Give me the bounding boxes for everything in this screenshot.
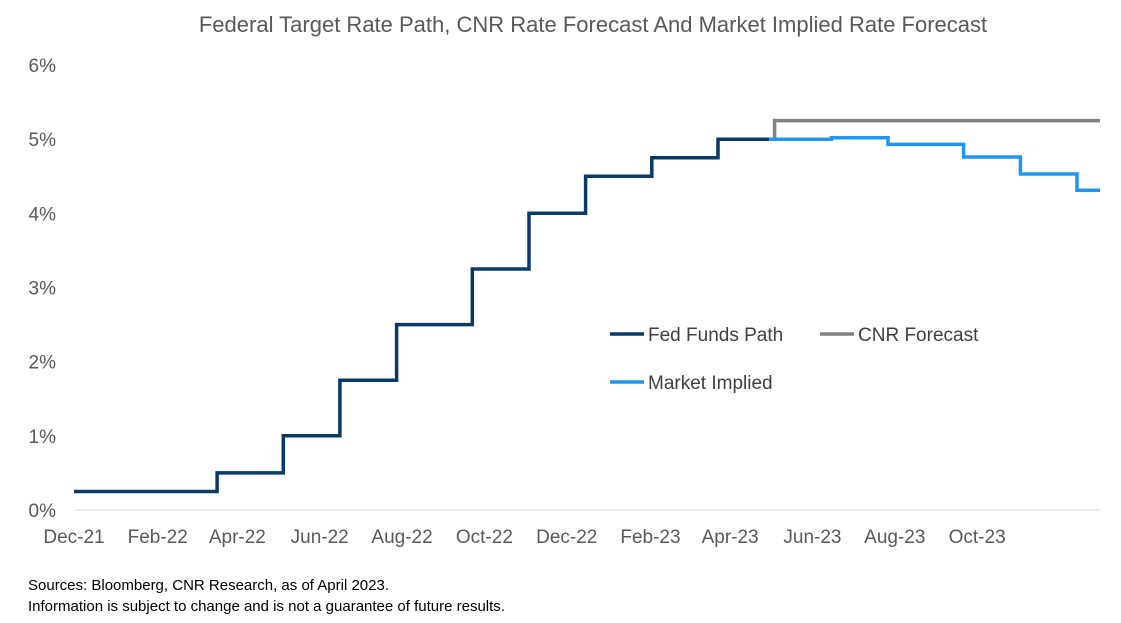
x-tick-label: Jun-22 (291, 527, 349, 548)
series-line-cnr-forecast (769, 118, 1100, 141)
x-tick-label: Aug-23 (864, 527, 925, 548)
series-layer (74, 118, 1100, 494)
y-tick-label: 3% (29, 279, 57, 300)
legend: Fed Funds Path CNR Forecast Market Implied (610, 325, 979, 394)
x-tick-label: Dec-22 (536, 527, 597, 548)
x-tick-label: Feb-22 (128, 527, 188, 548)
x-tick-label: Feb-23 (620, 527, 680, 548)
y-tick-label: 0% (29, 501, 57, 522)
legend-label: Fed Funds Path (648, 325, 783, 346)
y-tick-label: 1% (29, 427, 57, 448)
x-tick-label: Oct-23 (949, 527, 1006, 548)
legend-label: CNR Forecast (858, 325, 979, 346)
x-tick-label: Aug-22 (371, 527, 432, 548)
x-tick-label: Oct-22 (456, 527, 513, 548)
x-tick-label: Apr-23 (702, 527, 759, 548)
y-tick-label: 5% (29, 130, 57, 151)
y-tick-label: 4% (29, 204, 57, 225)
footer-source: Sources: Bloomberg, CNR Research, as of … (28, 577, 390, 594)
y-tick-label: 2% (29, 353, 57, 374)
series-line-market-implied (769, 135, 1100, 193)
footer-disclaimer: Information is subject to change and is … (28, 598, 505, 615)
x-tick-label: Apr-22 (209, 527, 266, 548)
chart-axes: 0% 1% 2% 3% 4% 5% 6% Dec-21 Feb-22 Apr-22 Jun-22 Au… (29, 56, 1100, 548)
x-tick-label: Dec-21 (43, 527, 104, 548)
series-line-fed-funds-path (74, 137, 770, 494)
legend-label: Market Implied (648, 373, 773, 394)
y-tick-label: 6% (29, 56, 57, 77)
chart-title: Federal Target Rate Path, CNR Rate Forec… (199, 12, 987, 37)
x-tick-label: Jun-23 (783, 527, 841, 548)
